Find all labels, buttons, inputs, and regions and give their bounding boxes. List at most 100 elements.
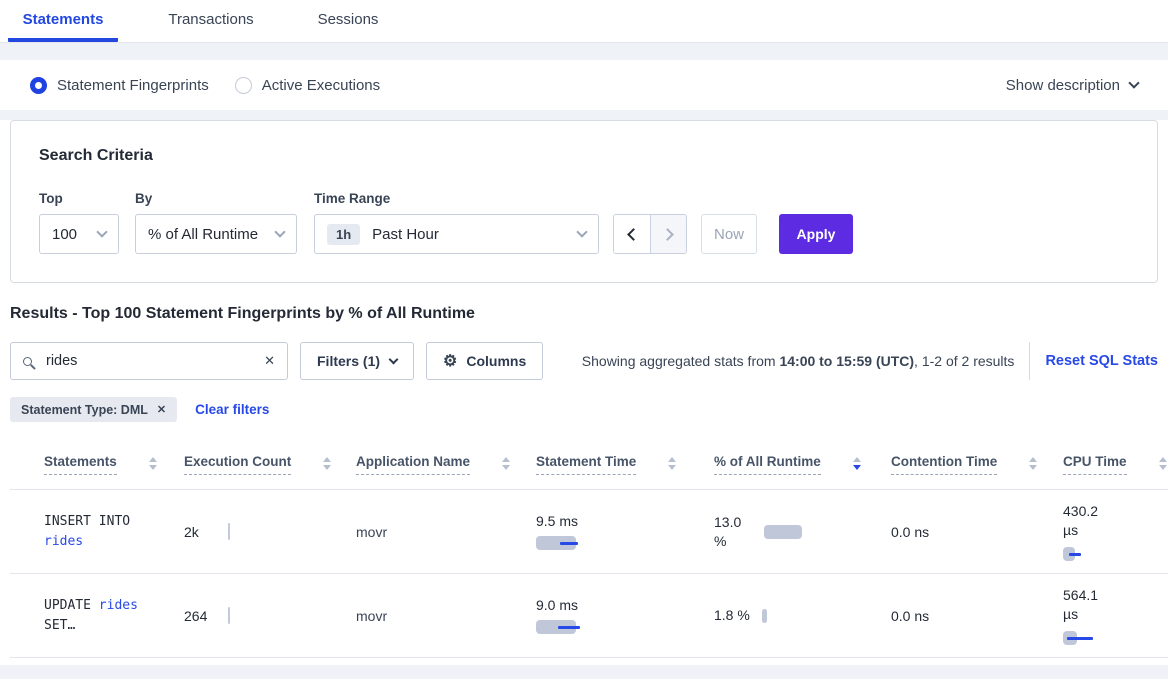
application-name-cell: movr bbox=[356, 523, 388, 540]
radio-statement-fingerprints[interactable]: Statement Fingerprints bbox=[30, 76, 209, 94]
filters-button-label: Filters (1) bbox=[317, 353, 381, 369]
columns-button-label: Columns bbox=[466, 353, 527, 369]
cpu-time-bar bbox=[1063, 547, 1168, 561]
sort-icon[interactable] bbox=[502, 457, 511, 470]
filters-button[interactable]: Filters (1) bbox=[300, 342, 415, 380]
tab-sessions[interactable]: Sessions bbox=[317, 11, 379, 28]
sort-icon[interactable] bbox=[1029, 457, 1038, 470]
view-toggle-row: Statement Fingerprints Active Executions… bbox=[0, 60, 1168, 110]
application-name-cell: movr bbox=[356, 607, 388, 624]
search-criteria-card: Search Criteria Top 100 By % of All Runt… bbox=[10, 120, 1158, 283]
column-header-contention-time[interactable]: Contention Time bbox=[891, 454, 1063, 475]
filter-chip-label: Statement Type: DML bbox=[21, 402, 148, 417]
filter-chip-statement-type[interactable]: Statement Type: DML ✕ bbox=[10, 397, 178, 422]
column-header-cpu-time[interactable]: CPU Time bbox=[1063, 454, 1168, 475]
tab-statements[interactable]: Statements bbox=[8, 11, 118, 42]
top-label: Top bbox=[39, 191, 63, 206]
radio-label: Statement Fingerprints bbox=[57, 76, 209, 94]
radio-selected-icon[interactable] bbox=[30, 76, 47, 94]
chevron-down-icon bbox=[1128, 77, 1140, 89]
pct-runtime-bar bbox=[761, 608, 767, 623]
remove-filter-icon[interactable]: ✕ bbox=[156, 404, 167, 416]
apply-button[interactable]: Apply bbox=[779, 214, 853, 254]
columns-button[interactable]: ⚙ Columns bbox=[426, 342, 544, 380]
column-header-application-name[interactable]: Application Name bbox=[356, 454, 536, 475]
contention-time-cell: 0.0 ns bbox=[891, 607, 930, 624]
next-time-button[interactable] bbox=[650, 215, 686, 253]
chevron-left-icon bbox=[627, 227, 640, 241]
aggregated-stats-text: Showing aggregated stats from 14:00 to 1… bbox=[581, 353, 1015, 369]
reset-sql-stats-link[interactable]: Reset SQL Stats bbox=[1045, 353, 1158, 369]
statement-link[interactable]: rides bbox=[98, 597, 138, 613]
chevron-right-icon bbox=[660, 227, 674, 241]
cpu-time-cell: 564.1 µs bbox=[1063, 574, 1168, 657]
cpu-time-bar bbox=[1063, 631, 1168, 645]
radio-unselected-icon[interactable] bbox=[234, 76, 252, 94]
table-row: UPDATE rides SET… 264 movr 9.0 ms 1.8 % … bbox=[10, 574, 1168, 658]
chevron-down-icon bbox=[576, 226, 588, 238]
section-gap bbox=[0, 43, 1168, 60]
sort-icon[interactable] bbox=[323, 457, 332, 470]
sort-icon-active-desc[interactable] bbox=[852, 457, 861, 470]
by-field: By % of All Runtime bbox=[135, 191, 297, 254]
sort-icon[interactable] bbox=[148, 457, 157, 470]
top-field: Top 100 bbox=[31, 191, 119, 254]
divider bbox=[1029, 342, 1031, 380]
execution-count-cell: 264 bbox=[184, 595, 356, 636]
pct-runtime-cell: 1.8 % bbox=[714, 594, 891, 637]
contention-time-cell: 0.0 ns bbox=[891, 523, 930, 540]
chevron-down-icon bbox=[96, 226, 108, 238]
search-input[interactable]: rides ✕ bbox=[10, 342, 288, 380]
column-header-statements[interactable]: Statements bbox=[10, 454, 184, 475]
gear-icon: ⚙ bbox=[443, 353, 458, 370]
statements-table: Statements Execution Count Application N… bbox=[10, 436, 1168, 658]
radio-active-executions[interactable]: Active Executions bbox=[234, 76, 381, 94]
filter-chips-row: Statement Type: DML ✕ Clear filters bbox=[10, 397, 1158, 422]
search-icon bbox=[23, 356, 32, 366]
statement-time-bar bbox=[536, 536, 714, 550]
results-toolbar: rides ✕ Filters (1) ⚙ Columns Showing ag… bbox=[10, 342, 1158, 380]
time-range-select[interactable]: 1h Past Hour bbox=[314, 214, 599, 254]
search-criteria-title: Search Criteria bbox=[39, 147, 153, 164]
section-gap bbox=[0, 110, 1168, 120]
tab-transactions[interactable]: Transactions bbox=[168, 11, 254, 28]
statement-link[interactable]: rides bbox=[44, 533, 84, 549]
table-header-row: Statements Execution Count Application N… bbox=[10, 436, 1168, 490]
execution-count-bar bbox=[228, 523, 230, 540]
time-range-badge: 1h bbox=[327, 223, 361, 245]
statement-time-cell: 9.5 ms bbox=[536, 501, 714, 562]
column-header-statement-time[interactable]: Statement Time bbox=[536, 454, 714, 475]
column-header-pct-of-all-runtime[interactable]: % of All Runtime bbox=[714, 454, 891, 475]
now-button[interactable]: Now bbox=[701, 214, 757, 254]
chevron-down-icon bbox=[388, 354, 399, 365]
sort-icon[interactable] bbox=[1158, 457, 1167, 470]
radio-label: Active Executions bbox=[261, 76, 381, 94]
by-select-value: % of All Runtime bbox=[148, 225, 259, 243]
top-select-value: 100 bbox=[52, 225, 78, 243]
page-background-strip bbox=[0, 665, 1168, 679]
sort-icon[interactable] bbox=[668, 457, 677, 470]
column-header-execution-count[interactable]: Execution Count bbox=[184, 454, 356, 475]
cpu-time-cell: 430.2 µs bbox=[1063, 490, 1168, 573]
execution-count-cell: 2k bbox=[184, 511, 356, 552]
top-select[interactable]: 100 bbox=[39, 214, 119, 254]
statement-cell[interactable]: INSERT INTO rides bbox=[44, 513, 131, 549]
statement-cell[interactable]: UPDATE rides SET… bbox=[44, 597, 138, 633]
tab-bar: Statements Transactions Sessions bbox=[0, 0, 1168, 43]
stats-time-range: 14:00 to 15:59 (UTC) bbox=[779, 353, 915, 369]
clear-filters-link[interactable]: Clear filters bbox=[195, 402, 270, 417]
chevron-down-icon bbox=[274, 226, 286, 238]
statement-time-bar bbox=[536, 620, 714, 634]
time-step-controls bbox=[613, 214, 687, 254]
clear-search-icon[interactable]: ✕ bbox=[264, 353, 275, 368]
time-range-label: Time Range bbox=[314, 191, 391, 206]
time-range-field: Time Range 1h Past Hour bbox=[314, 191, 599, 254]
previous-time-button[interactable] bbox=[614, 215, 650, 253]
results-heading: Results - Top 100 Statement Fingerprints… bbox=[10, 305, 475, 322]
by-select[interactable]: % of All Runtime bbox=[135, 214, 297, 254]
show-description-toggle[interactable]: Show description bbox=[1006, 77, 1140, 94]
search-input-value[interactable]: rides bbox=[46, 353, 78, 369]
pct-runtime-bar bbox=[764, 524, 802, 539]
table-row: INSERT INTO rides 2k movr 9.5 ms 13.0 % … bbox=[10, 490, 1168, 574]
pct-runtime-cell: 13.0 % bbox=[714, 501, 891, 563]
